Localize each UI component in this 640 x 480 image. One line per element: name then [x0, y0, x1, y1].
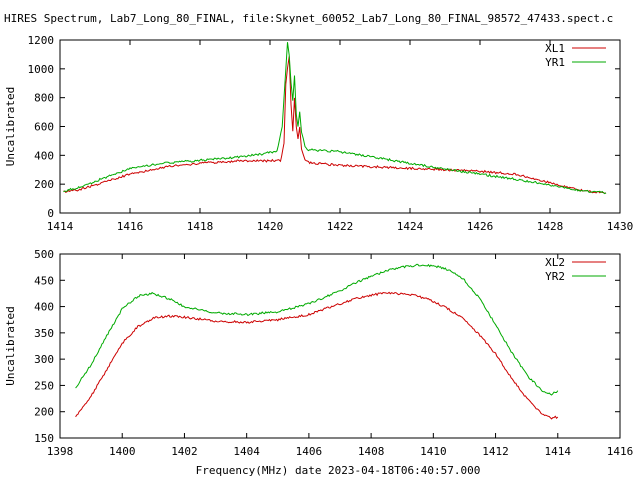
y-tick-label: 400: [34, 301, 54, 314]
series-line-yr2: [75, 263, 559, 396]
x-tick-label: 1428: [537, 220, 564, 233]
y-tick-label: 250: [34, 379, 54, 392]
x-tick-label: 1422: [327, 220, 354, 233]
x-tick-label: 1420: [257, 220, 284, 233]
x-tick-label: 1418: [187, 220, 214, 233]
x-tick-label: 1430: [607, 220, 634, 233]
y-tick-label: 150: [34, 432, 54, 445]
legend-label-xl2: XL2: [545, 256, 565, 269]
y-tick-label: 500: [34, 248, 54, 261]
legend-label-xl1: XL1: [545, 42, 565, 55]
y-tick-label: 400: [34, 149, 54, 162]
y-tick-label: 800: [34, 92, 54, 105]
x-tick-label: 1400: [109, 445, 136, 458]
series-line-xl2: [75, 291, 559, 420]
y-axis-label: Uncalibrated: [4, 306, 17, 385]
plot-frame: [59, 253, 621, 439]
chart-panel-2: 1398 1400 1402 1404 1406 1408 1410 1412 1414 1416…: [4, 248, 633, 458]
plot-frame: [59, 39, 621, 214]
figure-title: HIRES Spectrum, Lab7_Long_80_FINAL, file…: [4, 12, 613, 25]
y-axis-label: Uncalibrated: [4, 87, 17, 166]
x-tick-label: 1416: [607, 445, 634, 458]
x-tick-label: 1412: [482, 445, 509, 458]
x-axis-label: Frequency(MHz) date 2023-04-18T06:40:57.…: [196, 464, 481, 477]
legend-label-yr1: YR1: [545, 56, 565, 69]
y-tick-label: 0: [47, 207, 54, 220]
x-tick-label: 1398: [47, 445, 74, 458]
y-tick-label: 300: [34, 353, 54, 366]
legend-label-yr2: YR2: [545, 270, 565, 283]
y-tick-label: 200: [34, 178, 54, 191]
chart-panel-1: 1414 1416 1418 1420 1422 1424 1426 1428 1430 0 200…: [4, 34, 633, 233]
series-line-yr1: [63, 42, 607, 195]
x-tick-label: 1416: [117, 220, 144, 233]
y-tick-label: 200: [34, 406, 54, 419]
y-tick-label: 450: [34, 274, 54, 287]
x-tick-label: 1406: [296, 445, 323, 458]
x-tick-label: 1414: [545, 445, 572, 458]
y-tick-label: 1200: [28, 34, 55, 47]
x-tick-label: 1410: [420, 445, 447, 458]
y-tick-label: 600: [34, 121, 54, 134]
x-tick-label: 1424: [397, 220, 424, 233]
y-tick-label: 350: [34, 327, 54, 340]
x-tick-label: 1426: [467, 220, 494, 233]
x-tick-label: 1408: [358, 445, 385, 458]
series-line-xl1: [63, 56, 607, 195]
y-tick-label: 1000: [28, 63, 55, 76]
x-tick-label: 1402: [171, 445, 198, 458]
x-tick-label: 1404: [233, 445, 260, 458]
x-tick-label: 1414: [47, 220, 74, 233]
